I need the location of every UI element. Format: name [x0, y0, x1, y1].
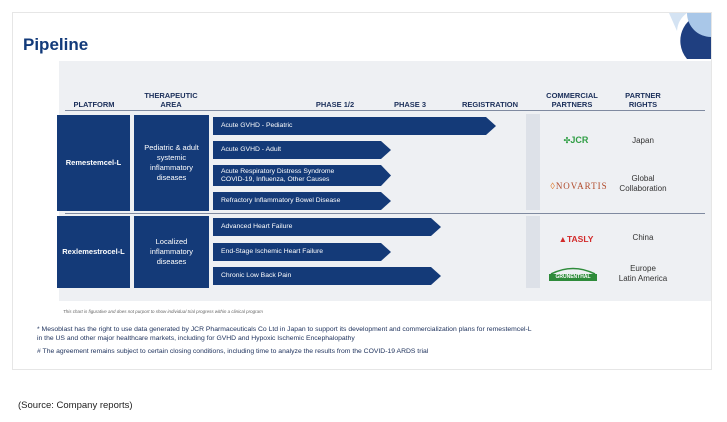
slide: Pipeline PLATFORM THERAPEUTIC AREA PHASE… — [12, 12, 712, 370]
program-bar: Refractory Inflammatory Bowel Disease — [213, 192, 391, 210]
page-title: Pipeline — [23, 35, 89, 54]
program-label: Refractory Inflammatory Bowel Disease — [221, 197, 341, 204]
program-bar: Chronic Low Back Pain — [213, 267, 441, 285]
partner-name: GRÜNENTHAL — [549, 274, 597, 281]
header-divider — [65, 110, 705, 111]
platform-rexlemestrocel: Rexlemestrocel-L — [57, 216, 130, 288]
grunenthal-arc-icon — [550, 267, 596, 274]
header-platform: PLATFORM — [73, 100, 115, 109]
footnote-agreement: # The agreement remains subject to certa… — [37, 348, 429, 355]
rights-line: Collaboration — [619, 184, 667, 193]
area-localized-inflammatory: Localized inflammatory diseases — [134, 216, 209, 288]
company-logo-icon — [669, 13, 711, 59]
program-label: Advanced Heart Failure — [221, 223, 293, 230]
partner-grunenthal-logo: GRÜNENTHAL — [545, 267, 601, 283]
jcr-icon: ✣ — [563, 136, 571, 145]
footnote-jcr: * Mesoblast has the right to use data ge… — [37, 325, 532, 343]
chart-disclaimer: This chart is figurative and does not pu… — [63, 309, 263, 314]
rights-china: China — [632, 233, 654, 242]
program-bar: Advanced Heart Failure — [213, 218, 441, 236]
area-systemic-inflammatory: Pediatric & adult systemic inflammatory … — [134, 115, 209, 211]
partner-jcr-logo: ✣JCR — [551, 135, 601, 146]
program-label-line2: COVID-19, Influenza, Other Causes — [221, 175, 330, 183]
rights-global: Global Collaboration — [613, 174, 673, 194]
rights-japan: Japan — [632, 136, 654, 145]
header-registration: REGISTRATION — [461, 100, 519, 109]
header-phase12: PHASE 1/2 — [315, 100, 355, 109]
platform-remestemcel: Remestemcel-L — [57, 115, 130, 211]
rights-europe: Europe Latin America — [613, 264, 673, 284]
partner-name: TASLY — [566, 234, 594, 244]
program-label: Acute GVHD - Adult — [221, 146, 282, 153]
partner-tasly-logo: ▲TASLY — [549, 234, 603, 244]
header-phase3: PHASE 3 — [393, 100, 427, 109]
header-therapeutic-area: THERAPEUTIC AREA — [144, 91, 198, 109]
footnote-line: * Mesoblast has the right to use data ge… — [37, 326, 532, 333]
footnote-line: in the US and other major healthcare mar… — [37, 335, 355, 342]
partner-name: JCR — [570, 135, 589, 145]
rights-line: Europe — [630, 264, 656, 273]
program-label: Chronic Low Back Pain — [221, 272, 292, 279]
header-commercial-partners: COMMERCIAL PARTNERS — [546, 91, 598, 109]
registration-column — [526, 216, 540, 288]
program-label: Acute Respiratory Distress Syndrome COVI… — [221, 168, 334, 184]
partner-name: NOVARTIS — [555, 181, 608, 191]
program-label: Acute GVHD - Pediatric — [221, 122, 293, 129]
program-label: End-Stage Ischemic Heart Failure — [221, 248, 323, 255]
novartis-icon: ◊ — [550, 181, 556, 191]
program-bar: Acute Respiratory Distress Syndrome COVI… — [213, 165, 391, 186]
tasly-icon: ▲ — [558, 234, 567, 244]
program-bar: Acute GVHD - Adult — [213, 141, 391, 159]
section-divider — [65, 213, 705, 214]
partner-novartis-logo: ◊NOVARTIS — [543, 181, 615, 191]
program-bar: End-Stage Ischemic Heart Failure — [213, 243, 391, 261]
program-label-line1: Acute Respiratory Distress Syndrome — [221, 167, 335, 175]
rights-line: Global — [631, 174, 655, 183]
rights-line: Latin America — [618, 274, 668, 283]
header-partner-rights: PARTNER RIGHTS — [625, 91, 661, 109]
program-bar: Acute GVHD - Pediatric — [213, 117, 496, 135]
source-caption: (Source: Company reports) — [18, 400, 133, 411]
registration-column — [526, 114, 540, 210]
